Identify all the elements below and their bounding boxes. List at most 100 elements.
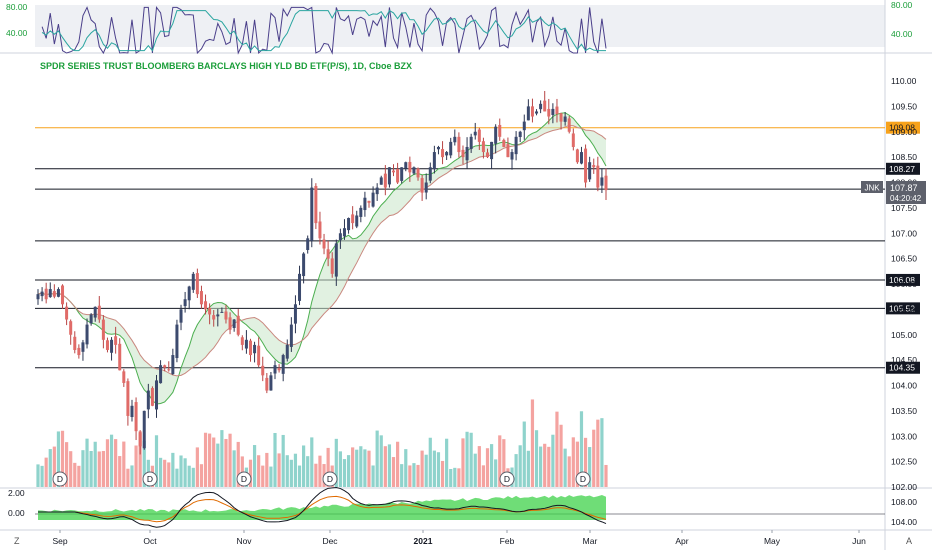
candle-body[interactable] xyxy=(432,152,436,170)
candle-body[interactable] xyxy=(330,258,334,274)
candle-body[interactable] xyxy=(257,345,261,366)
candle-body[interactable] xyxy=(302,253,306,277)
candle-body[interactable] xyxy=(122,371,126,383)
candle-body[interactable] xyxy=(592,165,596,168)
candle-body[interactable] xyxy=(371,192,375,207)
candle-body[interactable] xyxy=(445,152,449,156)
candle-body[interactable] xyxy=(338,233,342,241)
dividend-marker[interactable] xyxy=(236,471,252,487)
candle-body[interactable] xyxy=(248,340,252,356)
candle-body[interactable] xyxy=(408,161,412,173)
candle-body[interactable] xyxy=(36,294,40,300)
candle-body[interactable] xyxy=(244,339,248,349)
candle-body[interactable] xyxy=(375,187,379,195)
candle-body[interactable] xyxy=(183,299,187,307)
candle-body[interactable] xyxy=(600,177,604,186)
candle-body[interactable] xyxy=(163,365,167,368)
bottom-right-label[interactable]: A xyxy=(906,536,912,546)
candle-body[interactable] xyxy=(359,207,363,217)
candle-body[interactable] xyxy=(56,289,60,297)
candle-body[interactable] xyxy=(379,177,383,185)
candle-body[interactable] xyxy=(530,106,534,117)
candle-body[interactable] xyxy=(355,215,359,227)
candle-body[interactable] xyxy=(412,167,416,174)
price-axis[interactable]: 110.00109.50109.00108.50108.00107.50107.… xyxy=(891,76,917,492)
candle-body[interactable] xyxy=(555,106,559,114)
candle-body[interactable] xyxy=(490,141,494,160)
candle-body[interactable] xyxy=(559,113,563,122)
candle-body[interactable] xyxy=(97,305,101,320)
candle-body[interactable] xyxy=(228,317,232,330)
candle-body[interactable] xyxy=(469,136,473,150)
dividend-marker[interactable] xyxy=(142,471,158,487)
candle-body[interactable] xyxy=(453,136,457,143)
candle-body[interactable] xyxy=(420,178,424,193)
candle-body[interactable] xyxy=(473,131,477,136)
candle-body[interactable] xyxy=(265,377,269,391)
candle-body[interactable] xyxy=(253,344,257,354)
candle-body[interactable] xyxy=(81,342,85,352)
candle-body[interactable] xyxy=(150,388,154,406)
candle-body[interactable] xyxy=(155,380,159,410)
candle-body[interactable] xyxy=(105,340,109,350)
candle-body[interactable] xyxy=(428,167,432,181)
candle-body[interactable] xyxy=(159,365,163,384)
candle-body[interactable] xyxy=(424,182,428,193)
candle-body[interactable] xyxy=(298,273,302,301)
candle-body[interactable] xyxy=(563,116,567,122)
candle-body[interactable] xyxy=(101,319,105,340)
candle-body[interactable] xyxy=(551,108,555,115)
candle-body[interactable] xyxy=(93,306,97,318)
candle-body[interactable] xyxy=(199,291,203,305)
candle-body[interactable] xyxy=(277,368,281,371)
candle-body[interactable] xyxy=(522,121,526,131)
candle-body[interactable] xyxy=(289,324,293,347)
candle-body[interactable] xyxy=(187,286,191,301)
candle-body[interactable] xyxy=(485,152,489,158)
candle-body[interactable] xyxy=(387,167,391,185)
candlesticks[interactable] xyxy=(36,90,608,455)
candle-body[interactable] xyxy=(404,162,408,169)
candle-body[interactable] xyxy=(326,249,330,259)
candle-body[interactable] xyxy=(220,311,224,313)
candle-body[interactable] xyxy=(342,228,346,237)
candle-body[interactable] xyxy=(481,141,485,153)
candle-body[interactable] xyxy=(208,308,212,315)
candle-body[interactable] xyxy=(526,106,530,121)
candle-body[interactable] xyxy=(73,336,77,350)
candle-body[interactable] xyxy=(224,311,228,320)
candle-body[interactable] xyxy=(314,185,318,224)
candle-body[interactable] xyxy=(494,126,498,144)
candle-body[interactable] xyxy=(502,139,506,147)
candle-body[interactable] xyxy=(392,170,396,173)
candle-body[interactable] xyxy=(293,304,297,324)
candle-body[interactable] xyxy=(436,146,440,150)
time-axis[interactable]: Sep Oct Nov Dec 2021 Feb Mar Apr May Jun xyxy=(52,530,866,546)
candle-body[interactable] xyxy=(40,291,44,297)
bottom-left-label[interactable]: Z xyxy=(14,536,20,546)
candle-body[interactable] xyxy=(65,306,69,320)
candle-body[interactable] xyxy=(126,381,130,416)
candle-body[interactable] xyxy=(322,239,326,249)
candle-body[interactable] xyxy=(449,141,453,156)
candle-body[interactable] xyxy=(167,369,171,371)
dividend-marker[interactable] xyxy=(322,471,338,487)
candle-body[interactable] xyxy=(191,273,195,290)
candle-body[interactable] xyxy=(232,319,236,328)
candle-body[interactable] xyxy=(498,124,502,137)
dividend-marker[interactable] xyxy=(499,471,515,487)
candle-body[interactable] xyxy=(212,315,216,320)
candle-body[interactable] xyxy=(69,321,73,335)
candle-body[interactable] xyxy=(584,148,588,183)
candle-body[interactable] xyxy=(285,344,289,359)
candle-body[interactable] xyxy=(510,152,514,160)
candle-body[interactable] xyxy=(130,405,134,418)
candle-body[interactable] xyxy=(461,149,465,158)
candle-body[interactable] xyxy=(306,238,310,251)
candle-body[interactable] xyxy=(310,187,314,241)
candle-body[interactable] xyxy=(367,200,371,203)
candle-body[interactable] xyxy=(146,390,150,410)
candle-body[interactable] xyxy=(547,108,551,117)
candle-body[interactable] xyxy=(114,336,118,345)
candle-body[interactable] xyxy=(596,165,600,188)
